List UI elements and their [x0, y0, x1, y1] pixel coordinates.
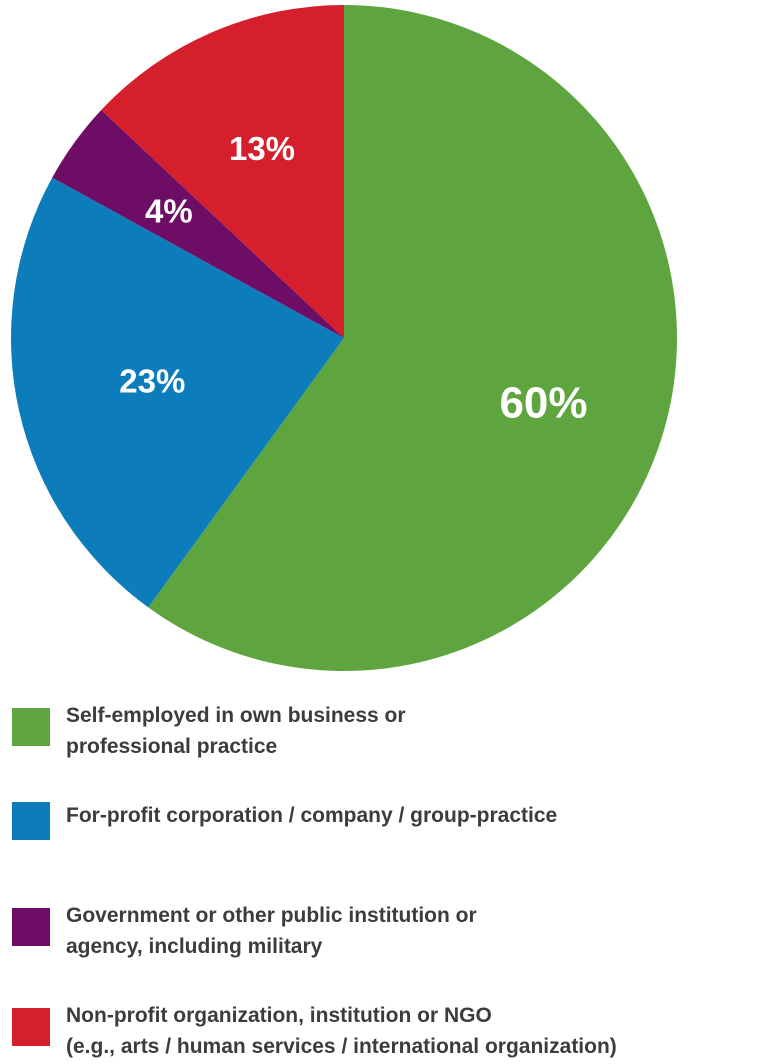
legend-label-non-profit: Non-profit organization, institution or … — [66, 1004, 617, 1058]
legend-swatch-self-employed — [12, 708, 50, 746]
pie-slice-for-profit — [11, 177, 344, 608]
legend-label-for-profit: For-profit corporation / company / group… — [66, 804, 558, 827]
pie-slice-self-employed — [148, 5, 678, 671]
pie-slice-non-profit — [101, 5, 344, 338]
legend-swatch-for-profit — [12, 802, 50, 840]
legend-label-government: Government or other public institution o… — [66, 904, 477, 958]
slice-value-label-self-employed: 60% — [499, 378, 587, 427]
slice-value-label-government: 4% — [145, 192, 193, 229]
legend-swatch-government — [12, 908, 50, 946]
pie-chart: 60% 23% 4% 13% — [11, 5, 678, 671]
legend-swatch-non-profit — [12, 1008, 50, 1046]
slice-value-label-for-profit: 23% — [119, 362, 185, 399]
legend-label-self-employed: Self-employed in own business or profess… — [66, 704, 406, 758]
pie-slice-government — [52, 110, 344, 338]
slice-value-label-non-profit: 13% — [229, 130, 295, 167]
